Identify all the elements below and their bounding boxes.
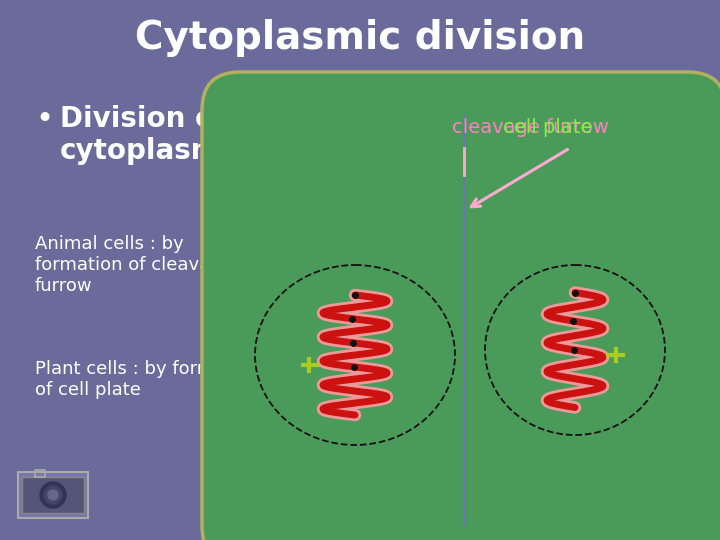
Text: Division of
cytoplasm: Division of cytoplasm: [60, 105, 226, 165]
Text: Cytoplasmic division: Cytoplasmic division: [135, 19, 585, 57]
Text: •: •: [35, 105, 53, 134]
Circle shape: [40, 482, 66, 508]
Text: Animal cells : by
formation of cleavage
furrow: Animal cells : by formation of cleavage …: [35, 235, 233, 295]
FancyBboxPatch shape: [202, 72, 720, 540]
Text: cell plate: cell plate: [503, 118, 593, 137]
Bar: [18, 472, 88, 518]
Text: Plant cells : by formation
of cell plate: Plant cells : by formation of cell plate: [35, 360, 260, 399]
Circle shape: [44, 486, 62, 504]
Text: cleavage furrow: cleavage furrow: [451, 118, 608, 137]
Circle shape: [48, 490, 58, 500]
Bar: [22, 477, 84, 513]
FancyBboxPatch shape: [224, 94, 702, 534]
